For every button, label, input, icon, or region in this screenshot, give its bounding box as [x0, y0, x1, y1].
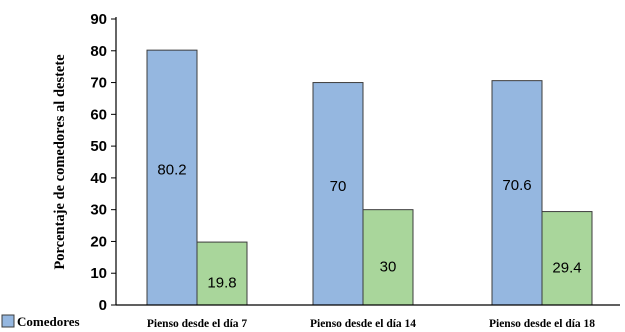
data-label-series-1-category-3: 70.6 [502, 177, 531, 194]
data-label-series-2-category-1: 19.8 [207, 275, 236, 292]
y-tick-label: 90 [90, 11, 107, 28]
x-category-label-2: Pienso desde el día 14 [310, 318, 416, 330]
x-category-labels: Pienso desde el día 7 Pienso desde el día… [147, 318, 595, 330]
y-tick-label: 30 [90, 202, 107, 219]
data-labels-layer: 80.2 70 70.6 19.8 30 29.4 [157, 162, 581, 292]
y-axis-title: Porcentaje de comedores al destete [52, 54, 68, 270]
y-tick-label: 60 [90, 106, 107, 123]
legend-label-comedores: Comedores [17, 314, 80, 329]
x-category-label-1: Pienso desde el día 7 [147, 318, 248, 330]
axes-layer: 0 10 20 30 40 50 60 70 80 90 Pienso desde el día … [52, 11, 620, 330]
bar-series-1-category-3 [491, 80, 543, 306]
y-tick-label: 0 [99, 297, 107, 314]
data-label-series-1-category-2: 70 [330, 178, 347, 195]
data-label-series-2-category-2: 30 [380, 258, 397, 275]
bar-series-2-category-3 [541, 211, 593, 306]
x-category-label-3: Pienso desde el día 18 [489, 318, 595, 330]
y-tick-label: 80 [90, 43, 107, 60]
bars-layer [146, 49, 593, 306]
y-tick-label: 70 [90, 75, 107, 92]
bar-series-1-category-2 [312, 82, 364, 306]
bar-series-2-category-2 [362, 209, 414, 306]
y-tick-label: 20 [90, 233, 107, 250]
legend: Comedores [1, 314, 80, 329]
legend-swatch-comedores [1, 314, 15, 328]
bar-series-1-category-1 [146, 49, 198, 306]
y-tick-label: 50 [90, 138, 107, 155]
y-tick-label: 10 [90, 265, 107, 282]
data-label-series-1-category-1: 80.2 [157, 162, 186, 179]
bar-series-2-category-1 [196, 241, 248, 306]
data-label-series-2-category-3: 29.4 [552, 259, 581, 276]
y-ticks: 0 10 20 30 40 50 60 70 80 90 [90, 11, 116, 314]
y-tick-label: 40 [90, 170, 107, 187]
